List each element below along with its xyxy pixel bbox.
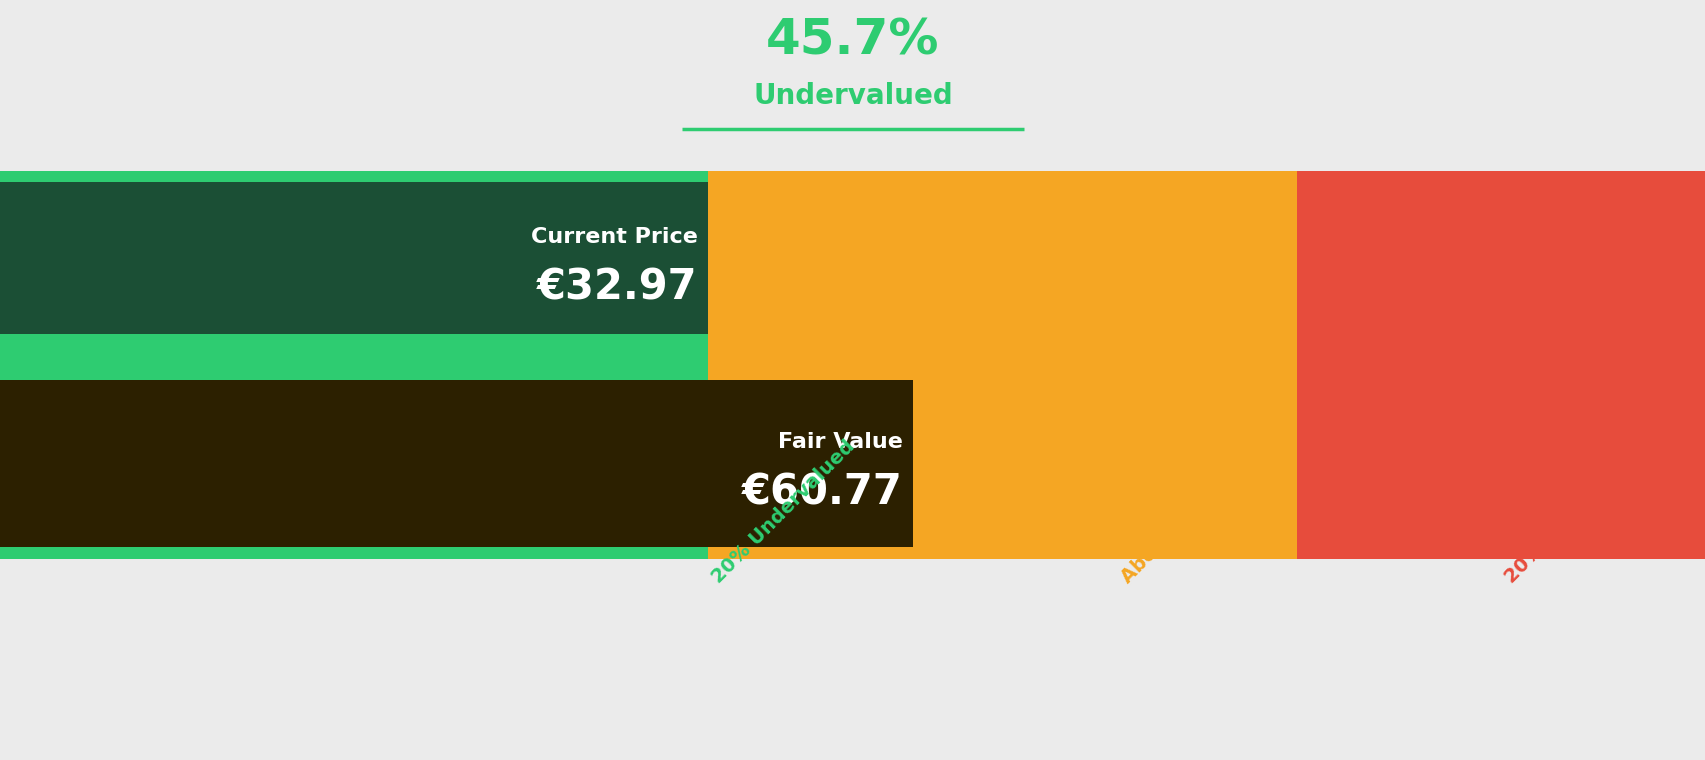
Text: Fair Value: Fair Value	[777, 432, 902, 452]
Text: €32.97: €32.97	[537, 266, 697, 309]
Text: Undervalued: Undervalued	[752, 82, 953, 110]
Text: 45.7%: 45.7%	[766, 17, 939, 65]
Text: Current Price: Current Price	[530, 227, 697, 247]
Bar	[912, 369, 1296, 559]
Bar	[0, 182, 708, 334]
Text: 20% Overvalued: 20% Overvalued	[1500, 447, 1640, 587]
Bar	[912, 346, 1296, 369]
Bar	[0, 380, 912, 547]
Text: 20% Undervalued: 20% Undervalued	[708, 437, 858, 587]
Bar	[912, 171, 1296, 346]
Bar	[1296, 346, 1705, 369]
Bar	[708, 369, 912, 559]
Bar	[708, 171, 912, 346]
Bar	[1296, 171, 1705, 346]
Text: €60.77: €60.77	[742, 471, 902, 514]
Bar	[0, 346, 708, 369]
Bar	[708, 346, 912, 369]
Bar	[1296, 369, 1705, 559]
Bar	[0, 369, 708, 559]
Text: About Right: About Right	[1117, 481, 1222, 587]
Bar	[0, 171, 708, 346]
